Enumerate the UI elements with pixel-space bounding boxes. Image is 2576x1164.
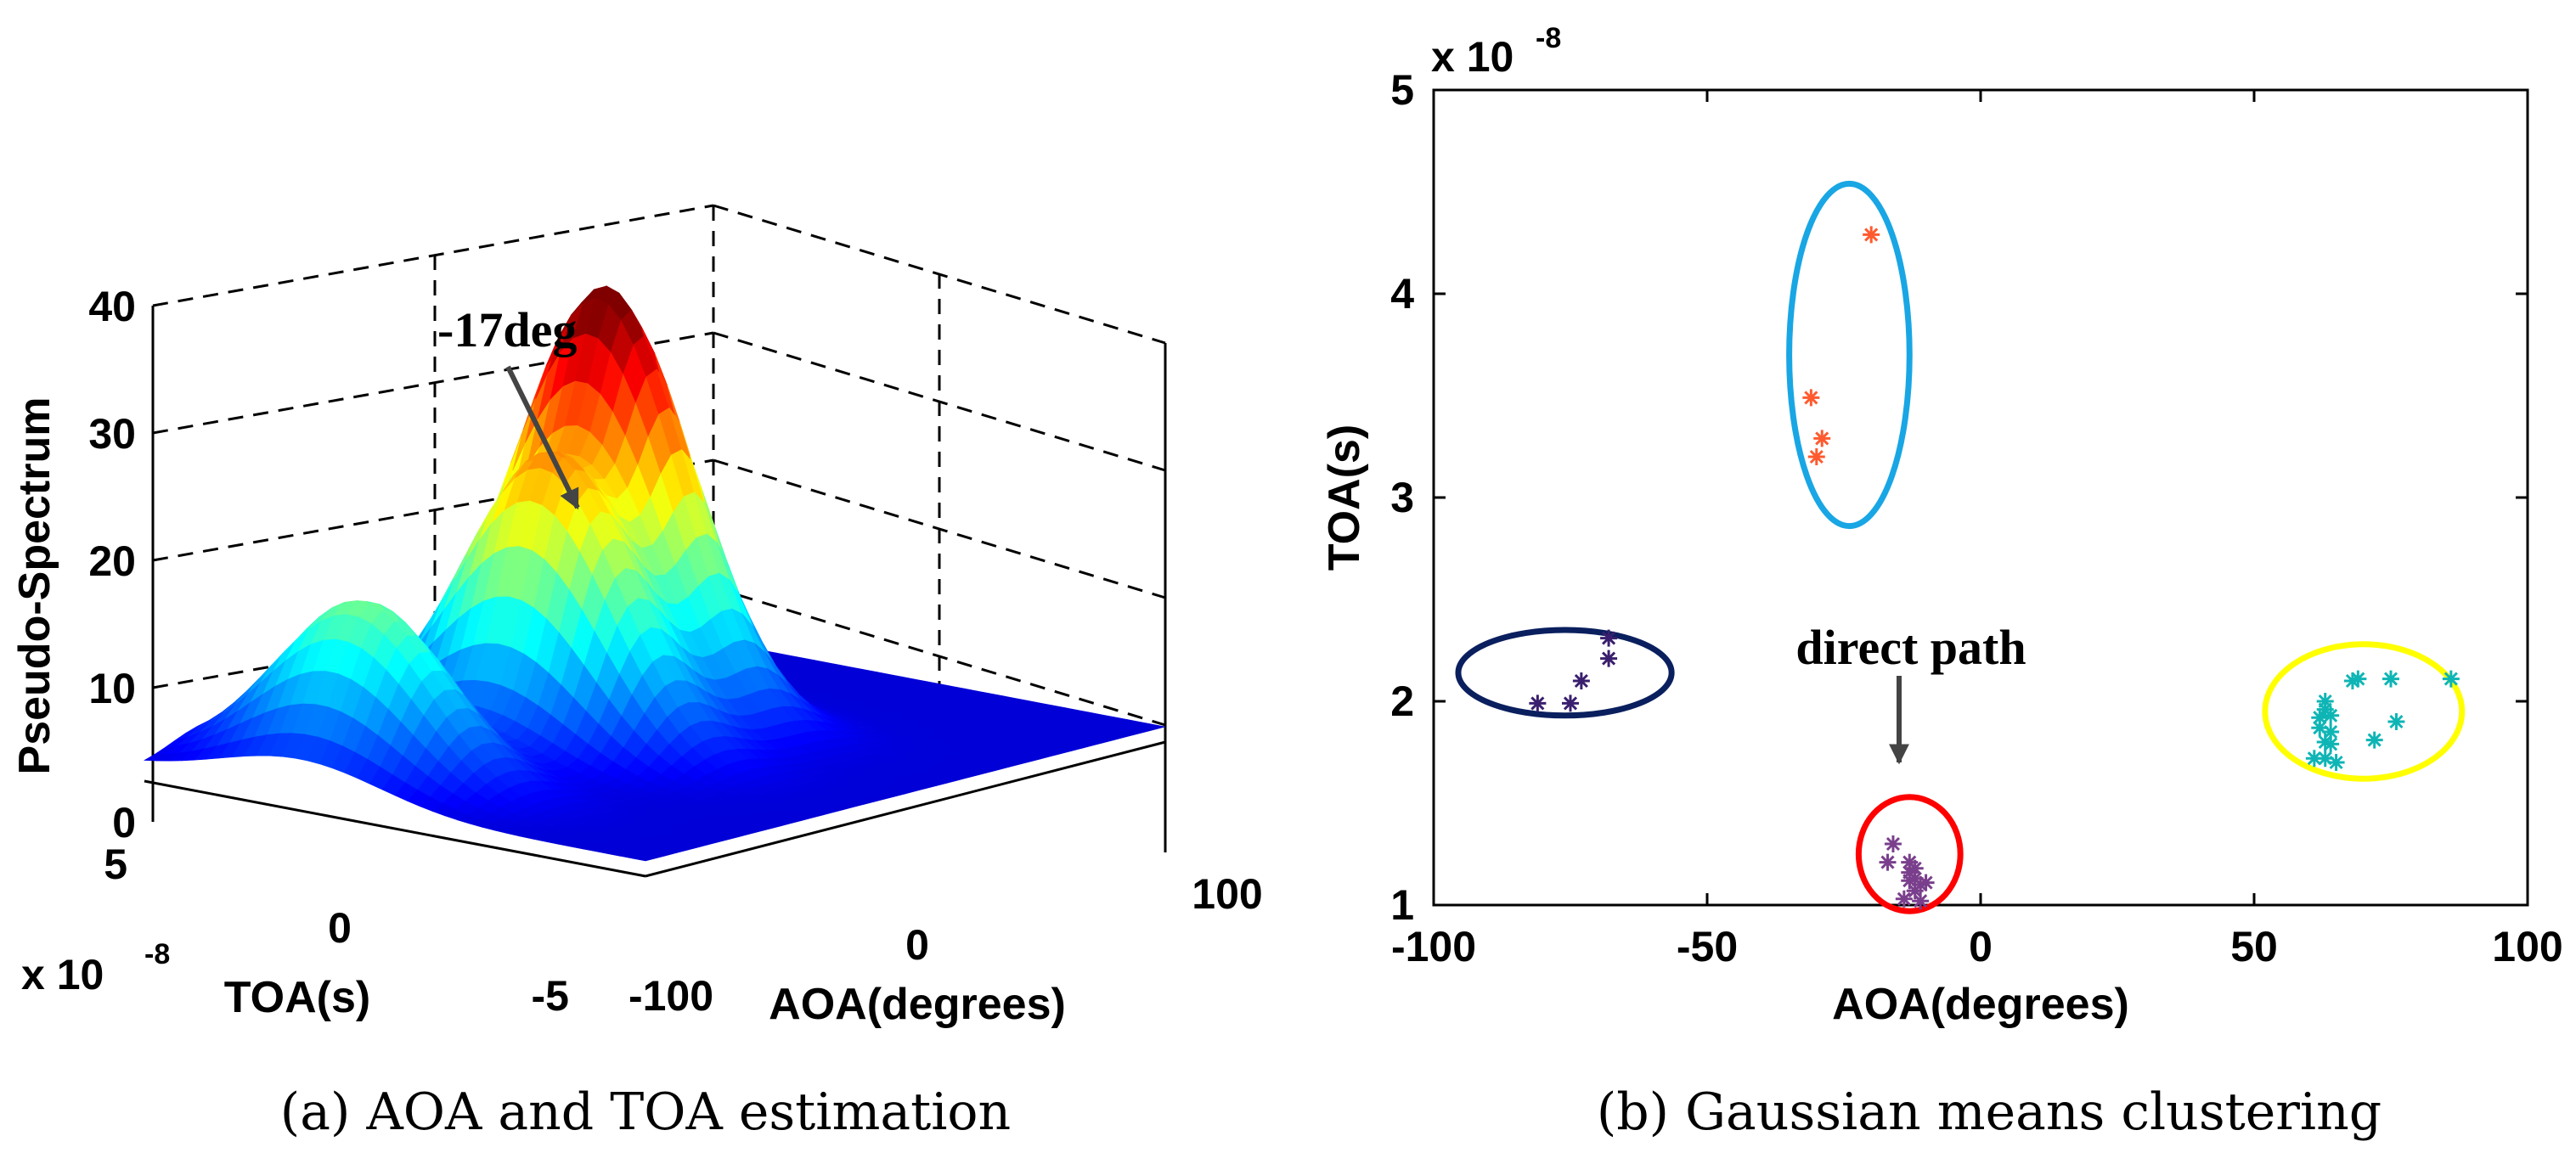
cluster-point	[2327, 754, 2345, 771]
y-tick-label: 4	[1390, 270, 1414, 318]
cluster-point	[1600, 629, 1618, 647]
cluster-point	[2382, 670, 2399, 688]
caption-b: (b) Gaussian means clustering	[1597, 1082, 2382, 1142]
panel-b-scatter-plot: -100 -50 0 50 100 AOA(degrees) 1 2 3 4 5…	[1320, 22, 2563, 1142]
z-tick-label: 20	[88, 537, 136, 585]
cluster-point	[2311, 709, 2329, 727]
cluster-layer	[1455, 180, 2466, 914]
toa-axis-label: TOA(s)	[224, 973, 370, 1022]
pseudo-spectrum-surface	[143, 285, 1166, 878]
peak-annotation: -17deg	[437, 302, 577, 357]
plot-frame	[1432, 88, 2529, 907]
cluster-point	[1879, 853, 1897, 871]
cluster-point	[1529, 694, 1547, 712]
cluster-point	[2316, 750, 2334, 768]
y-tick-label: 1	[1390, 881, 1414, 929]
cluster-point	[2343, 672, 2361, 689]
cluster-point	[1906, 882, 1924, 900]
cluster-point	[2387, 713, 2405, 730]
cluster-point	[2316, 700, 2334, 718]
cluster-point	[1917, 874, 1935, 891]
toa-multiplier-exponent: -8	[144, 938, 170, 970]
cluster-point	[1813, 430, 1831, 447]
cluster-point	[2316, 734, 2334, 751]
x-axis-label: AOA(degrees)	[1832, 980, 2129, 1029]
surface-box	[151, 306, 1167, 852]
aoa-tick-label: 0	[905, 921, 929, 969]
y-tick-label: 5	[1390, 66, 1414, 114]
z-tick-label: 30	[88, 410, 136, 458]
peak-arrow	[505, 365, 580, 510]
y-axis: 1 2 3 4 5 TOA(s) x 10 -8	[1320, 22, 1561, 929]
x-tick-label: 0	[1969, 923, 1993, 970]
cluster-point	[1600, 649, 1618, 667]
cluster-ellipse	[1455, 627, 1675, 719]
cluster-point	[1884, 835, 1902, 852]
direct-path-annotation: direct path	[1795, 620, 2026, 675]
y-multiplier-exponent: -8	[1536, 22, 1561, 54]
cluster-point	[2322, 735, 2340, 753]
cluster-point	[1912, 892, 1930, 910]
cluster-point	[1895, 890, 1913, 908]
y-tick-label: 2	[1390, 678, 1414, 725]
aoa-axis: -100 0 100 AOA(degrees)	[628, 870, 1263, 1029]
cluster-point	[2365, 731, 2383, 749]
x-axis: -100 -50 0 50 100 AOA(degrees)	[1391, 923, 2563, 1029]
toa-multiplier: x 10	[21, 951, 104, 998]
x-tick-label: 50	[2230, 923, 2278, 970]
toa-tick-label: -5	[532, 972, 569, 1020]
x-tick-label: 100	[2492, 923, 2562, 970]
surface-axis-line	[144, 779, 646, 878]
cluster-point	[2349, 670, 2367, 688]
z-axis: 40 30 20 10 0 Pseudo-Spectrum	[10, 283, 136, 846]
cluster-point	[2322, 723, 2340, 740]
toa-tick-label: 5	[104, 841, 127, 888]
cluster-point	[1901, 863, 1919, 881]
z-tick-label: 10	[88, 665, 136, 712]
toa-tick-label: 0	[328, 904, 352, 952]
cluster-ellipse	[2262, 641, 2466, 782]
surface-patch	[1141, 723, 1166, 730]
y-multiplier: x 10	[1431, 33, 1513, 81]
aoa-tick-label: -100	[628, 972, 713, 1020]
cluster-ellipse	[1855, 794, 1964, 914]
cluster-point	[2305, 750, 2323, 768]
cluster-point	[1807, 448, 1825, 465]
cluster-point	[2442, 670, 2460, 688]
z-axis-label: Pseudo-Spectrum	[10, 397, 59, 775]
aoa-tick-label: 100	[1192, 870, 1262, 918]
axis-ticks	[1432, 88, 2529, 907]
cluster-ellipse	[1786, 180, 1913, 530]
cluster-point	[1802, 389, 1820, 407]
cluster-point	[1572, 672, 1590, 689]
cluster-point	[2311, 719, 2329, 737]
toa-axis: 5 0 -5 TOA(s) x 10 -8	[21, 841, 569, 1022]
aoa-axis-label: AOA(degrees)	[769, 980, 1066, 1029]
y-tick-label: 3	[1390, 474, 1414, 521]
cluster-point	[1562, 694, 1579, 712]
caption-a: (a) AOA and TOA estimation	[280, 1082, 1011, 1142]
surface-axis-line	[645, 740, 1166, 878]
x-tick-label: -100	[1391, 923, 1476, 970]
z-tick-label: 0	[112, 799, 136, 846]
z-tick-label: 40	[88, 283, 136, 330]
x-tick-label: -50	[1677, 923, 1738, 970]
y-axis-label: TOA(s)	[1320, 425, 1369, 571]
cluster-point	[1863, 226, 1880, 244]
panel-a-surface-plot: 40 30 20 10 0 Pseudo-Spectrum 5 0 -5 TOA…	[10, 204, 1263, 1142]
